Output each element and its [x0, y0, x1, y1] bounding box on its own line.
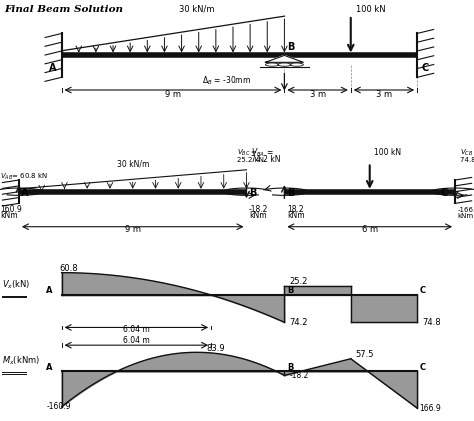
Text: 3 m: 3 m: [376, 90, 392, 99]
Text: kNm: kNm: [287, 211, 304, 220]
Text: -166.9: -166.9: [457, 207, 474, 213]
Text: $M_x$(kNm): $M_x$(kNm): [2, 354, 40, 367]
Text: C: C: [419, 362, 426, 372]
Text: $V_{CB}$ =: $V_{CB}$ =: [460, 148, 474, 158]
Text: $V_x$(kN): $V_x$(kN): [2, 279, 31, 291]
Text: C: C: [419, 286, 426, 296]
Text: Final Beam Solution: Final Beam Solution: [5, 5, 124, 13]
Text: 30 kN/m: 30 kN/m: [179, 5, 214, 13]
Text: -18.2: -18.2: [289, 371, 309, 381]
Text: $V_{BA}$ =: $V_{BA}$ =: [251, 146, 274, 159]
Text: A: A: [46, 286, 52, 296]
Text: 83.9: 83.9: [206, 344, 225, 353]
Text: $\Delta_B$ = -30mm: $\Delta_B$ = -30mm: [202, 75, 251, 87]
Text: 74.2 kN: 74.2 kN: [251, 155, 281, 164]
Text: 3 m: 3 m: [310, 90, 326, 99]
Polygon shape: [265, 56, 303, 62]
Text: 57.5: 57.5: [356, 349, 374, 359]
Text: $V_{AB}$= 60.8 kN: $V_{AB}$= 60.8 kN: [0, 172, 48, 182]
Text: B: B: [287, 42, 294, 52]
Text: 25.2: 25.2: [289, 277, 308, 286]
Text: 74.2: 74.2: [289, 318, 308, 327]
Text: A: A: [49, 64, 57, 73]
Text: 6 m: 6 m: [362, 225, 378, 234]
Text: B: B: [287, 286, 293, 296]
Text: 9 m: 9 m: [165, 90, 181, 99]
Text: kNm: kNm: [0, 211, 18, 220]
Text: 60.8: 60.8: [59, 264, 78, 273]
Text: B: B: [287, 362, 293, 372]
Text: C: C: [422, 64, 429, 73]
Text: 100 kN: 100 kN: [356, 5, 385, 13]
Text: B: B: [287, 188, 294, 198]
Text: 100 kN: 100 kN: [374, 148, 401, 157]
Text: kNm: kNm: [249, 211, 266, 220]
Text: 18.2: 18.2: [287, 205, 303, 214]
Text: 166.9: 166.9: [419, 404, 441, 413]
Text: 160.9: 160.9: [0, 205, 22, 214]
Text: A: A: [21, 188, 29, 198]
Text: B: B: [249, 188, 256, 198]
Text: 6.04 m: 6.04 m: [123, 336, 150, 345]
Text: -160.9: -160.9: [47, 402, 72, 411]
Text: $V_{BC}$ =: $V_{BC}$ =: [237, 148, 258, 158]
Text: 74.8: 74.8: [422, 318, 440, 327]
Text: 74.8 kN: 74.8 kN: [460, 157, 474, 163]
Text: -18.2: -18.2: [249, 205, 268, 214]
Text: C: C: [441, 188, 448, 198]
Text: 9 m: 9 m: [125, 225, 141, 234]
Text: A: A: [46, 362, 52, 372]
Text: kNm: kNm: [457, 213, 474, 219]
Text: 6.04 m: 6.04 m: [123, 325, 150, 334]
Text: 25.2 kN: 25.2 kN: [237, 157, 264, 163]
Text: 30 kN/m: 30 kN/m: [117, 160, 149, 169]
